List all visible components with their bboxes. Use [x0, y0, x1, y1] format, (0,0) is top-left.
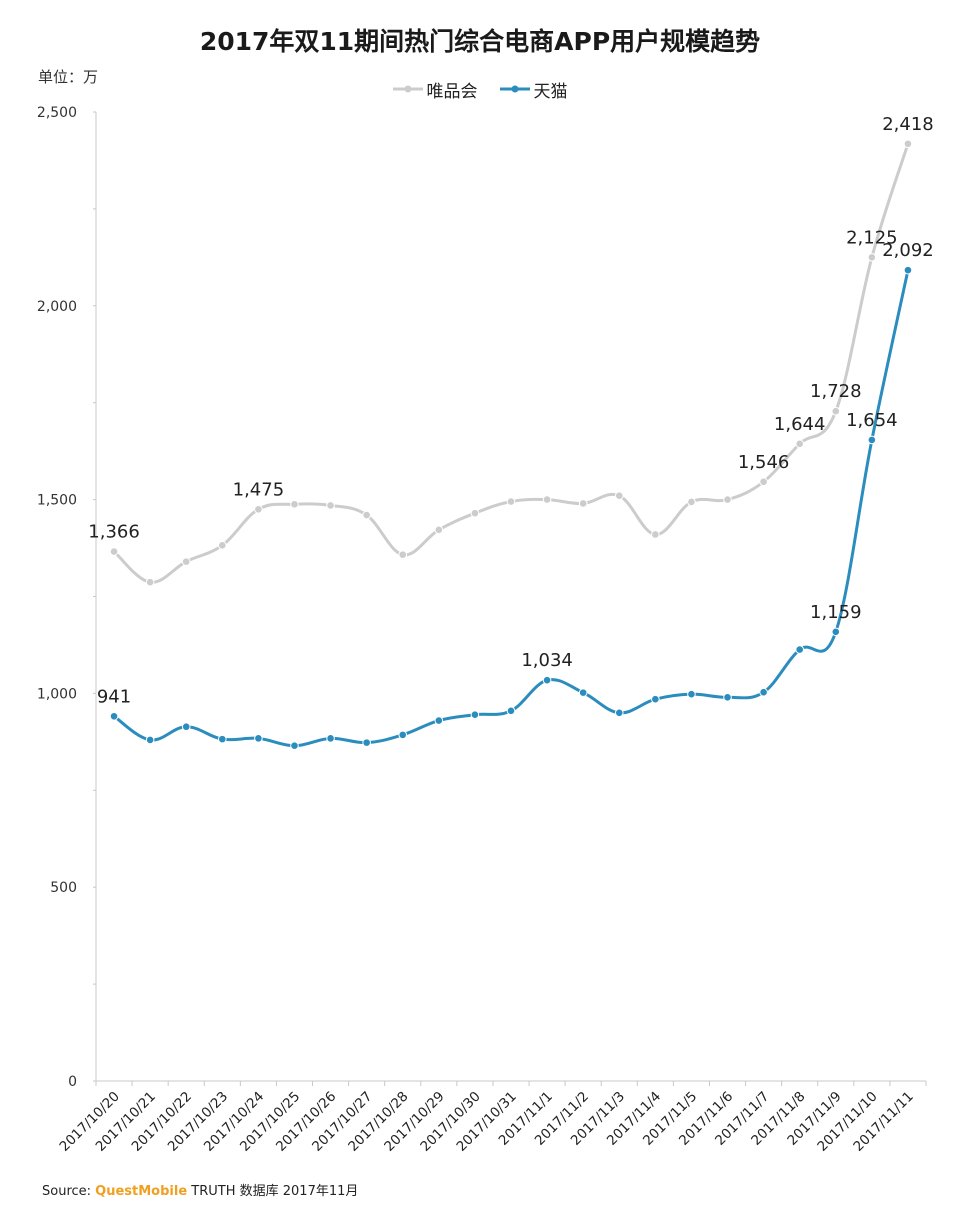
series-point-1 — [578, 688, 588, 697]
series-point-1 — [290, 741, 299, 751]
series-point-0 — [326, 501, 335, 510]
y-tick-label: 2,000 — [37, 299, 77, 315]
series-point-1 — [867, 435, 877, 445]
series-point-0 — [759, 477, 768, 487]
y-tick-label: 500 — [50, 880, 77, 896]
series-point-0 — [614, 491, 624, 501]
y-tick-label: 1,000 — [37, 686, 77, 702]
data-label-1: 1,034 — [521, 650, 573, 671]
legend-item-tmall[interactable]: 天猫 — [499, 77, 568, 102]
legend-label-tmall: 天猫 — [533, 81, 568, 102]
data-label-0: 1,475 — [233, 479, 285, 500]
unit-label: 单位：万 — [38, 68, 99, 86]
data-label-0: 1,546 — [738, 452, 790, 473]
series-point-1 — [542, 675, 552, 685]
series-point-1 — [759, 687, 768, 697]
data-label-0: 1,644 — [774, 414, 826, 435]
series-point-1 — [254, 734, 263, 743]
source-note: Source: QuestMobile TRUTH 数据库 2017年11月 — [42, 1180, 358, 1199]
series-point-1 — [362, 738, 371, 747]
series-point-0 — [181, 557, 191, 566]
data-label-1: 1,654 — [846, 410, 898, 431]
data-label-0: 1,728 — [810, 381, 862, 402]
series-point-1 — [651, 694, 660, 704]
series-point-0 — [145, 577, 155, 587]
legend-swatch-tmall — [499, 85, 530, 93]
legend-label-vip: 唯品会 — [426, 81, 478, 102]
source-rest: TRUTH 数据库 2017年11月 — [191, 1184, 359, 1199]
series-line-0 — [113, 143, 910, 584]
series-point-0 — [867, 253, 877, 262]
legend-item-vip[interactable]: 唯品会 — [392, 77, 478, 102]
series-point-1 — [831, 627, 841, 637]
series-point-0 — [903, 139, 913, 149]
series-point-0 — [109, 547, 119, 556]
series-point-0 — [218, 541, 227, 550]
y-tick-label: 0 — [68, 1074, 77, 1090]
series-point-1 — [470, 710, 480, 720]
series-point-0 — [254, 504, 263, 514]
legend: 唯品会 天猫 — [0, 77, 960, 102]
series-point-1 — [903, 265, 913, 275]
series-point-0 — [831, 406, 841, 416]
series-point-1 — [795, 645, 804, 654]
data-label-1: 2,092 — [882, 240, 934, 261]
y-tick-label: 2,500 — [37, 105, 77, 121]
y-tick-label: 1,500 — [37, 493, 77, 509]
data-label-1: 941 — [97, 686, 131, 707]
series-point-1 — [687, 689, 696, 699]
series-point-0 — [362, 510, 371, 520]
data-label-0: 2,125 — [846, 227, 898, 248]
source-label: Source: — [42, 1184, 92, 1199]
series-point-1 — [614, 708, 624, 718]
series-point-0 — [795, 439, 804, 449]
source-brand: QuestMobile — [95, 1184, 188, 1199]
series-point-0 — [398, 550, 408, 559]
series-point-1 — [145, 735, 155, 745]
series-point-0 — [470, 508, 480, 518]
data-label-1: 1,159 — [810, 602, 862, 623]
series-point-1 — [434, 716, 444, 725]
chart-title: 2017年双11期间热门综合电商APP用户规模趋势 — [199, 27, 761, 56]
series-point-1 — [109, 711, 119, 721]
series-point-1 — [218, 734, 227, 744]
legend-swatch-vip — [392, 85, 423, 93]
series-point-1 — [181, 722, 191, 732]
data-label-0: 1,366 — [88, 522, 140, 543]
series-point-0 — [434, 525, 444, 535]
series-point-1 — [398, 730, 408, 740]
series-point-0 — [542, 495, 552, 504]
series-point-0 — [651, 530, 660, 539]
series-point-0 — [723, 495, 732, 504]
data-label-0: 2,418 — [882, 114, 934, 135]
series-point-0 — [506, 497, 516, 506]
series-point-1 — [326, 734, 335, 743]
series-line-1 — [113, 269, 910, 748]
series-point-0 — [290, 499, 299, 509]
series-point-0 — [578, 499, 588, 508]
series-point-1 — [723, 692, 732, 702]
series-point-1 — [506, 706, 516, 716]
series-point-0 — [687, 497, 696, 507]
